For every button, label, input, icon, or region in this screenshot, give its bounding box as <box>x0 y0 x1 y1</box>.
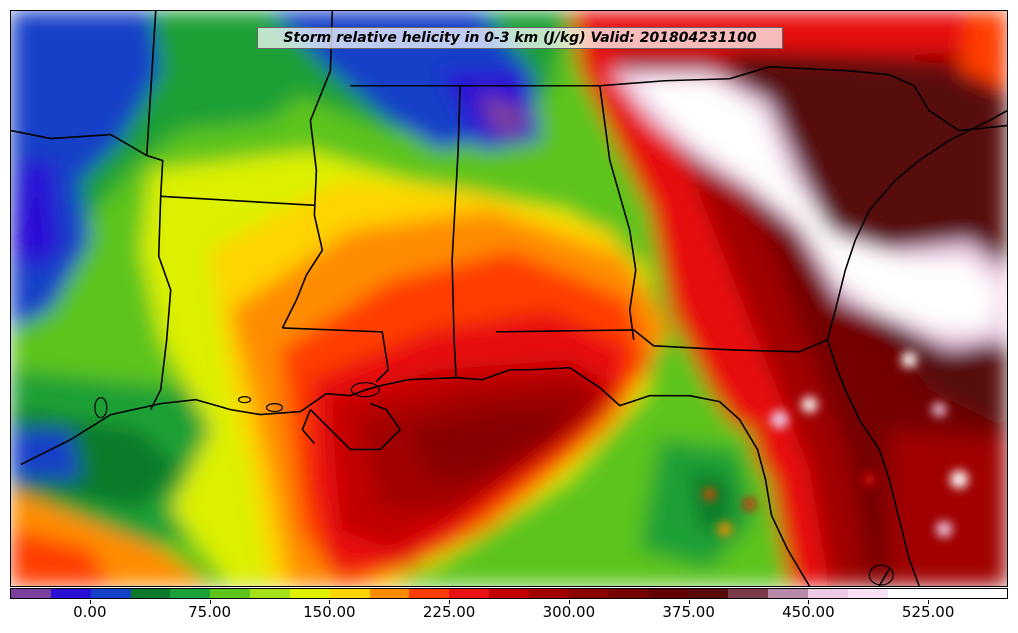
colorbar-segment <box>489 589 529 598</box>
colorbar-segment <box>210 589 251 598</box>
colorbar-tick-mark <box>688 600 690 604</box>
colorbar-tick-label: 300.00 <box>542 603 596 621</box>
colorbar-tick-label: 225.00 <box>422 603 476 621</box>
colorbar-tick-label: 375.00 <box>662 603 715 621</box>
colorbar-tick-label: 0.00 <box>73 603 107 621</box>
colorbar-segment <box>768 589 808 598</box>
colorbar-segment <box>847 589 888 598</box>
state-and-coast-boundaries <box>11 11 1007 586</box>
colorbar-segment <box>608 589 649 598</box>
colorbar-tick-mark <box>928 600 930 604</box>
colorbar-segment <box>130 589 171 598</box>
colorbar-segment <box>449 589 490 598</box>
colorbar-segment <box>887 589 928 598</box>
helicity-field <box>11 11 1007 586</box>
colorbar <box>10 588 1008 599</box>
colorbar-segment <box>648 589 689 598</box>
colorbar-tick-label: 75.00 <box>188 603 232 621</box>
colorbar-tick-label: 450.00 <box>782 603 835 621</box>
colorbar-ticks: 0.00 75.00 150.00 225.00 300.00 375.00 450.00 5… <box>10 600 1008 630</box>
colorbar-segment <box>329 589 370 598</box>
helicity-speckles <box>703 351 969 538</box>
colorbar-tick-label: 525.00 <box>901 603 955 621</box>
colorbar-segment <box>170 589 211 598</box>
colorbar-segment <box>50 589 91 598</box>
colorbar-segment <box>250 589 290 598</box>
colorbar-segment <box>289 589 330 598</box>
colorbar-segment <box>369 589 410 598</box>
colorbar-segment <box>409 589 450 598</box>
colorbar-segment <box>967 589 1008 598</box>
colorbar-segment <box>528 589 569 598</box>
colorbar-segment <box>927 589 968 598</box>
colorbar-tick-mark <box>808 600 810 604</box>
colorbar-segment <box>728 589 769 598</box>
colorbar-tick-mark <box>568 600 570 604</box>
map-title: Storm relative helicity in 0-3 km (J/kg)… <box>257 27 783 49</box>
coast-detail <box>94 382 894 586</box>
helicity-map <box>11 11 1007 586</box>
map-panel: Storm relative helicity in 0-3 km (J/kg)… <box>10 10 1008 587</box>
colorbar-segment <box>807 589 848 598</box>
colorbar-segment <box>568 589 609 598</box>
colorbar-tick-mark <box>89 600 91 604</box>
colorbar-segment <box>11 589 51 598</box>
colorbar-tick-label: 150.00 <box>303 603 356 621</box>
colorbar-segment <box>688 589 729 598</box>
colorbar-tick-mark <box>209 600 211 604</box>
colorbar-tick-mark <box>449 600 451 604</box>
colorbar-segment <box>90 589 131 598</box>
colorbar-tick-mark <box>329 600 331 604</box>
